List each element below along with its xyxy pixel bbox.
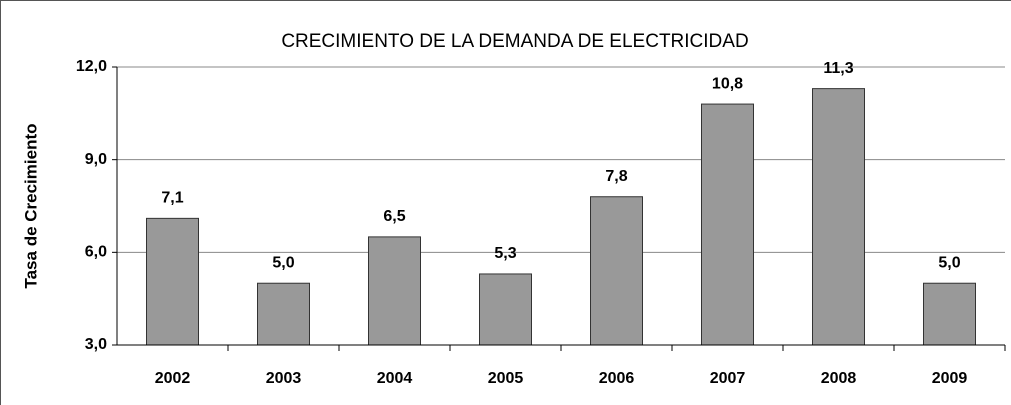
- x-tick-label: 2005: [488, 370, 524, 387]
- value-label: 11,3: [823, 60, 853, 77]
- bar: [590, 196, 643, 346]
- value-label: 7,1: [161, 190, 183, 207]
- y-tick-label: 6,0: [85, 244, 107, 261]
- value-label: 6,5: [383, 208, 405, 225]
- x-tick-label: 2008: [821, 370, 857, 387]
- value-label: 5,0: [938, 254, 960, 271]
- chart-title: CRECIMIENTO DE LA DEMANDA DE ELECTRICIDA…: [281, 31, 748, 52]
- bar: [812, 88, 865, 346]
- x-tick-label: 2003: [266, 370, 302, 387]
- x-tick-label: 2006: [599, 370, 635, 387]
- y-tick-label: 9,0: [85, 151, 107, 168]
- y-axis-label: Tasa de Crecimiento: [21, 123, 40, 288]
- x-tick-label: 2009: [932, 370, 968, 387]
- value-label: 10,8: [712, 75, 743, 92]
- value-label: 5,3: [494, 245, 516, 262]
- value-label: 7,8: [605, 168, 627, 185]
- bar: [479, 273, 532, 346]
- bar: [257, 282, 310, 346]
- y-tick-label: 12,0: [76, 58, 107, 75]
- bar: [368, 236, 421, 346]
- bar: [146, 217, 199, 346]
- x-tick-label: 2002: [155, 370, 191, 387]
- x-tick-label: 2004: [377, 370, 413, 387]
- bar: [701, 103, 754, 346]
- x-tick-label: 2007: [710, 370, 746, 387]
- value-label: 5,0: [272, 254, 294, 271]
- y-tick-label: 3,0: [85, 336, 107, 353]
- bar: [923, 282, 976, 346]
